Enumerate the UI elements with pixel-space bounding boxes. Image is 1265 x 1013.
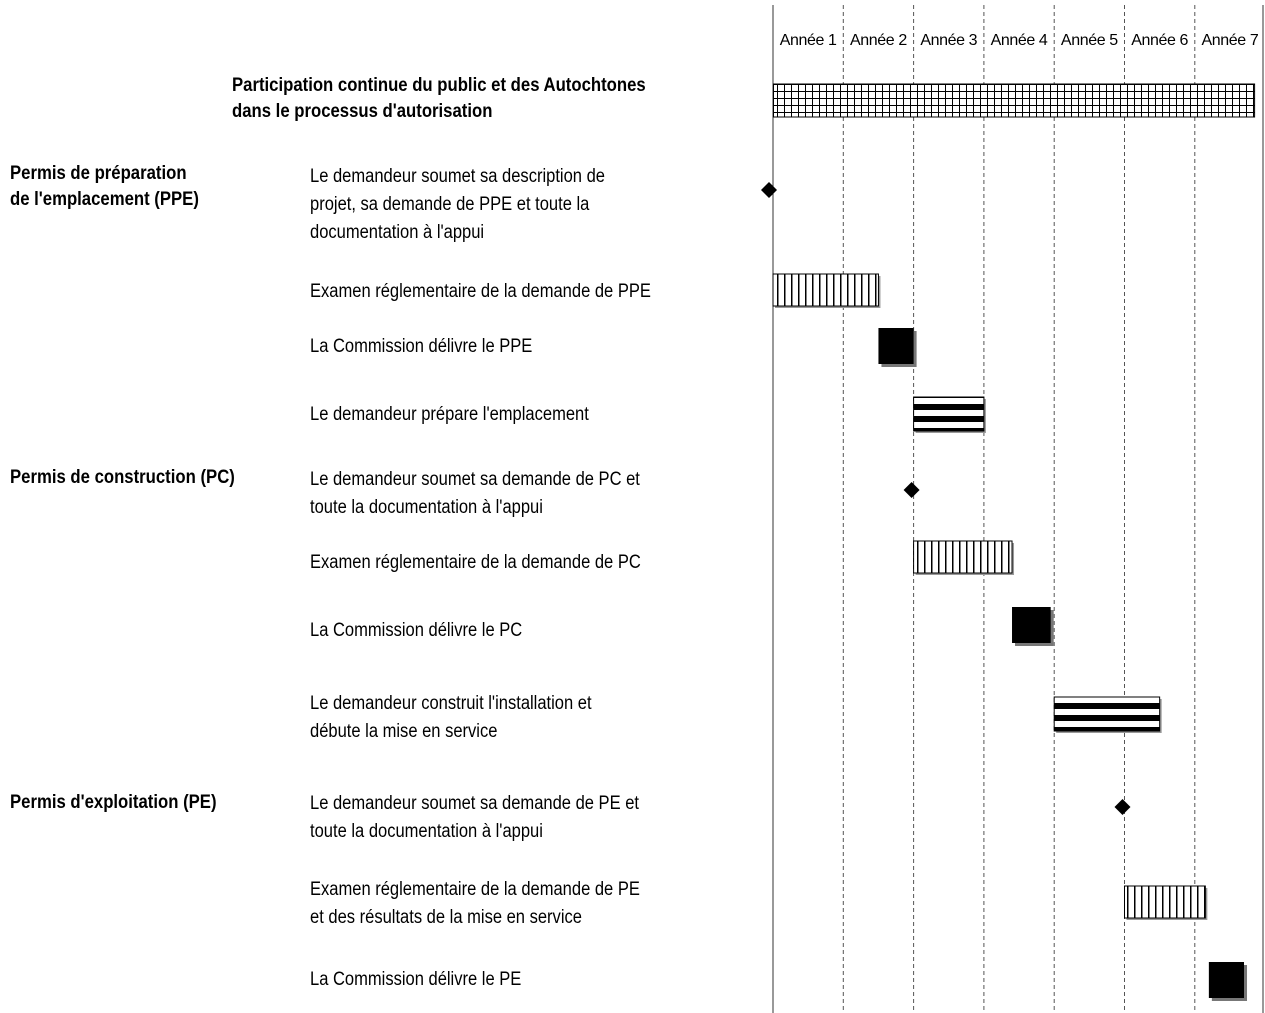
section-pe-line1: Permis d'exploitation (PE): [10, 792, 217, 813]
section-ppe-line1: Permis de préparation: [10, 163, 187, 184]
year-label: Année 7: [1201, 32, 1259, 49]
task-label-line: toute la documentation à l'appui: [310, 821, 543, 842]
review-bar: [1124, 885, 1206, 919]
participation-title-line1: Participation continue du public et des …: [232, 75, 646, 96]
task-label-line: Le demandeur soumet sa demande de PC et: [310, 469, 640, 490]
task-label-pe-review: Examen réglementaire de la demande de PE…: [310, 876, 719, 932]
timeline-grid: [772, 5, 1264, 1013]
activity-bar: [1053, 696, 1161, 732]
task-label-line: Examen réglementaire de la demande de PC: [310, 552, 641, 573]
task-label-line: Le demandeur prépare l'emplacement: [310, 404, 589, 425]
milestone-diamond: [1114, 799, 1131, 815]
year-label: Année 3: [920, 32, 978, 49]
task-label-site-preparation: Le demandeur prépare l'emplacement: [310, 401, 719, 429]
timeline-bars: [761, 83, 1256, 1001]
task-label-construction: Le demandeur construit l'installation et…: [310, 690, 719, 746]
task-label-line: Examen réglementaire de la demande de PE: [310, 879, 640, 900]
task-label-line: La Commission délivre le PE: [310, 969, 522, 990]
decision-block: [878, 328, 914, 364]
year-label: Année 5: [1060, 32, 1118, 49]
section-pc-title: Permis de construction (PC): [10, 465, 235, 491]
participation-title: Participation continue du public et des …: [232, 73, 646, 125]
task-label-line: Le demandeur soumet sa demande de PE et: [310, 793, 639, 814]
task-label-line: Examen réglementaire de la demande de PP…: [310, 281, 651, 302]
milestone-diamond: [903, 482, 920, 498]
participation-band: [773, 83, 1256, 118]
section-pc-line1: Permis de construction (PC): [10, 467, 235, 488]
year-label: Année 2: [850, 32, 907, 49]
decision-block: [1208, 962, 1245, 998]
year-label: Année 1: [779, 32, 837, 49]
task-label-line: projet, sa demande de PPE et toute la: [310, 194, 590, 215]
task-label-line: et des résultats de la mise en service: [310, 907, 582, 928]
task-label-ppe-submission: Le demandeur soumet sa description de pr…: [310, 163, 719, 247]
task-label-pe-issued: La Commission délivre le PE: [310, 966, 719, 994]
section-ppe-title: Permis de préparation de l'emplacement (…: [10, 161, 199, 213]
review-bar: [772, 273, 879, 307]
task-label-line: Le demandeur construit l'installation et: [310, 693, 592, 714]
task-label-pc-issued: La Commission délivre le PC: [310, 617, 719, 645]
task-label-line: La Commission délivre le PC: [310, 620, 523, 641]
section-pe-title: Permis d'exploitation (PE): [10, 790, 217, 816]
milestone-diamond: [761, 182, 777, 198]
task-label-pc-submission: Le demandeur soumet sa demande de PC et …: [310, 466, 719, 522]
decision-block: [1012, 607, 1051, 643]
task-label-ppe-issued: La Commission délivre le PPE: [310, 333, 719, 361]
task-label-line: toute la documentation à l'appui: [310, 497, 543, 518]
review-bar: [913, 540, 1013, 574]
task-label-line: Le demandeur soumet sa description de: [310, 166, 605, 187]
year-label: Année 6: [1131, 32, 1189, 49]
task-label-line: débute la mise en service: [310, 721, 498, 742]
task-label-ppe-review: Examen réglementaire de la demande de PP…: [310, 278, 719, 306]
participation-title-line2: dans le processus d'autorisation: [232, 101, 493, 122]
task-label-line: La Commission délivre le PPE: [310, 336, 533, 357]
task-label-line: documentation à l'appui: [310, 222, 485, 243]
section-ppe-line2: de l'emplacement (PPE): [10, 189, 199, 210]
task-label-pe-submission: Le demandeur soumet sa demande de PE et …: [310, 790, 719, 846]
task-label-pc-review: Examen réglementaire de la demande de PC: [310, 549, 719, 577]
activity-bar: [913, 396, 985, 432]
year-label: Année 4: [990, 32, 1048, 49]
